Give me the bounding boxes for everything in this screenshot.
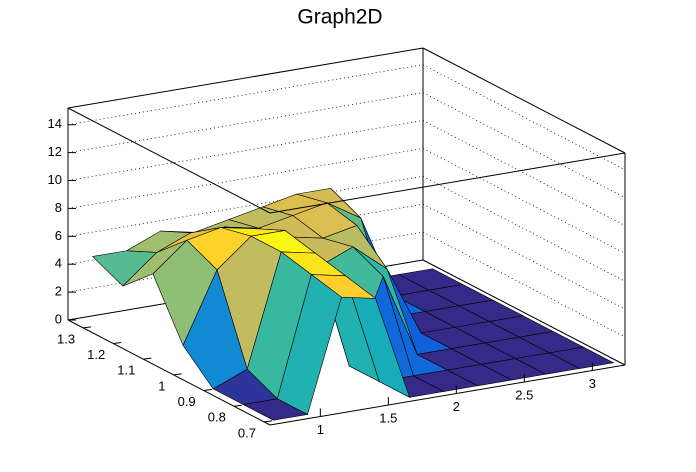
- z-tick-label: 12: [48, 144, 62, 159]
- x-tick-label: 2: [453, 399, 460, 414]
- z-tick-label: 4: [55, 256, 62, 271]
- grid-line: [422, 64, 626, 171]
- box-edge: [422, 259, 626, 366]
- y-tick: [203, 389, 212, 392]
- box-edge: [67, 107, 271, 214]
- z-tick-label: 14: [48, 116, 62, 131]
- y-tick-label: 0.7: [238, 425, 256, 440]
- y-tick: [83, 326, 92, 329]
- grid-line: [422, 175, 626, 282]
- y-tick: [113, 342, 122, 345]
- y-tick-label: 1: [158, 378, 165, 393]
- z-tick-label: 6: [55, 228, 62, 243]
- x-tick-label: 2.5: [515, 387, 533, 402]
- surface-cell: [242, 398, 309, 421]
- grid-line: [67, 64, 424, 126]
- box-edge: [67, 47, 424, 109]
- z-tick-label: 0: [55, 311, 62, 326]
- y-tick-label: 1.2: [87, 347, 105, 362]
- z-tick-label: 10: [48, 172, 62, 187]
- grid-line: [67, 92, 424, 154]
- grid-line: [422, 148, 626, 254]
- grid-line: [67, 120, 424, 181]
- x-tick-label: 3: [589, 376, 596, 391]
- grid-line: [67, 148, 424, 209]
- grid-line: [422, 120, 626, 226]
- box-edge: [269, 152, 626, 214]
- y-axis: [67, 319, 271, 426]
- y-tick: [233, 404, 242, 407]
- y-tick-label: 1.1: [117, 363, 135, 378]
- x-tick-label: 1: [317, 422, 324, 437]
- chart-title: Graph2D: [297, 6, 382, 29]
- z-tick-label: 2: [55, 284, 62, 299]
- y-tick-label: 0.8: [208, 410, 226, 425]
- y-tick-label: 0.9: [178, 394, 196, 409]
- y-tick: [263, 420, 273, 423]
- y-tick: [173, 373, 182, 376]
- box-edge: [422, 47, 626, 154]
- z-tick-label: 8: [55, 200, 62, 215]
- y-tick: [143, 357, 152, 360]
- y-tick-label: 1.3: [57, 331, 75, 346]
- x-axis: [269, 364, 626, 426]
- x-tick-label: 1.5: [379, 410, 397, 425]
- grid-line: [67, 175, 424, 237]
